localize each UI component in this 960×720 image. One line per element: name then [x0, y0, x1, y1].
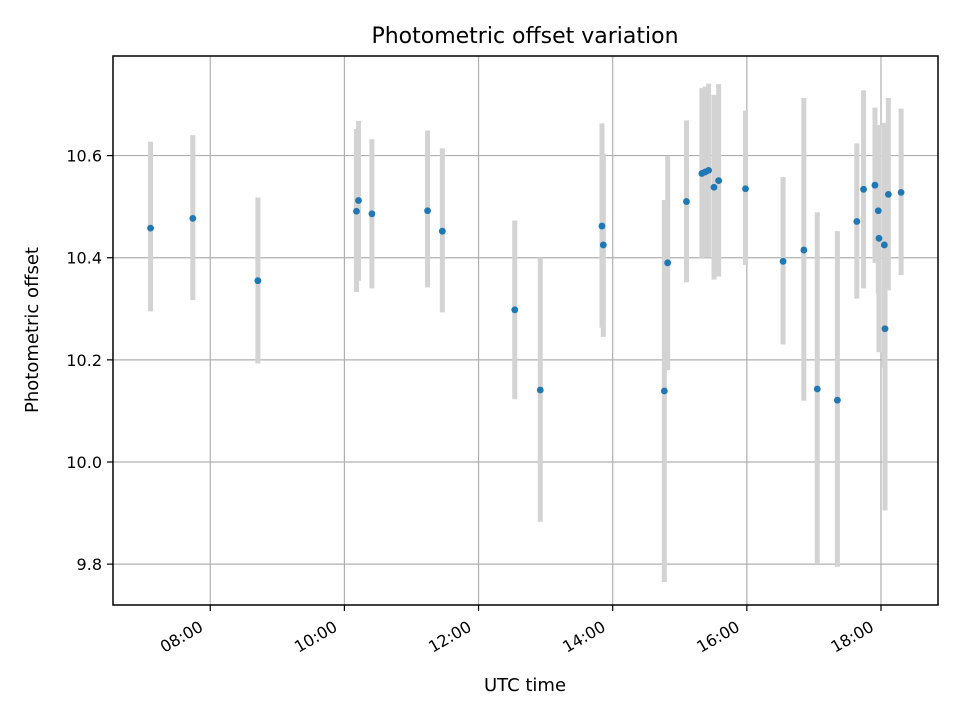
data-point — [881, 325, 889, 333]
data-point — [874, 207, 882, 215]
data-point — [742, 185, 749, 193]
data-point — [800, 246, 808, 254]
data-point — [353, 207, 360, 215]
grid-lines — [113, 56, 938, 605]
data-point — [853, 218, 861, 225]
y-tick-label: 10.4 — [66, 249, 102, 268]
data-point — [598, 222, 606, 230]
chart-title: Photometric offset variation — [371, 24, 678, 49]
data-points — [147, 166, 905, 404]
data-point — [884, 190, 892, 198]
data-point — [897, 188, 905, 196]
data-point — [438, 227, 446, 235]
data-point — [189, 215, 197, 222]
data-point — [368, 210, 376, 218]
plot-frame — [112, 55, 939, 606]
y-axis-ticks: 9.8 10.0 10.2 10.4 10.6 — [66, 147, 113, 574]
data-point — [705, 166, 713, 174]
data-point — [424, 207, 431, 215]
data-point — [875, 234, 883, 242]
data-point — [664, 259, 672, 267]
data-point — [833, 396, 841, 404]
data-point — [254, 277, 262, 285]
y-tick-label: 10.2 — [66, 351, 102, 370]
data-point — [710, 183, 718, 191]
data-point — [871, 181, 879, 189]
data-point — [355, 197, 362, 204]
data-point — [813, 385, 821, 393]
data-point — [536, 386, 544, 394]
y-tick-label: 10.0 — [66, 453, 102, 472]
data-point — [779, 257, 787, 265]
data-point — [880, 241, 888, 249]
data-point — [715, 177, 723, 185]
data-point — [860, 185, 867, 193]
data-point — [147, 224, 154, 232]
data-point — [683, 198, 690, 205]
y-tick-label: 10.6 — [66, 147, 102, 166]
y-axis-label: Photometric offset — [22, 247, 43, 413]
data-point — [511, 306, 519, 314]
data-point — [660, 387, 668, 395]
data-point — [599, 241, 607, 249]
y-tick-label: 9.8 — [77, 555, 102, 574]
x-axis-label: UTC time — [484, 675, 566, 696]
